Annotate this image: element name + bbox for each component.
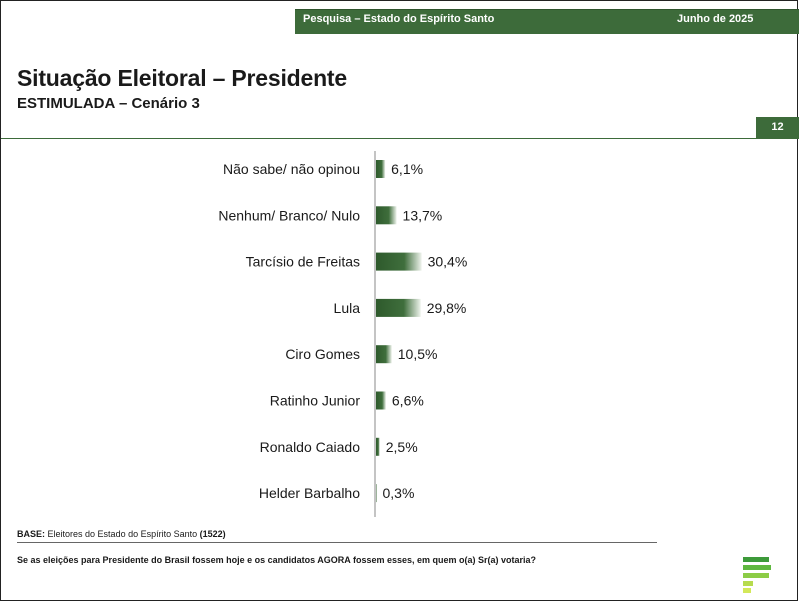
page-subtitle: ESTIMULADA – Cenário 3 — [17, 95, 200, 112]
value-label: 30,4% — [428, 254, 468, 270]
bar — [376, 391, 386, 410]
category-label: Ronaldo Caiado — [260, 439, 361, 455]
category-label: Ciro Gomes — [285, 346, 360, 362]
bar — [376, 298, 421, 317]
base-note: BASE: Eleitores do Estado do Espírito Sa… — [17, 529, 226, 539]
value-label: 6,6% — [392, 393, 424, 409]
value-label: 0,3% — [383, 485, 415, 501]
bar — [376, 484, 377, 503]
page-number: 12 — [771, 121, 784, 133]
base-label: BASE: — [17, 529, 46, 539]
category-label: Ratinho Junior — [270, 393, 361, 409]
category-label: Não sabe/ não opinou — [223, 161, 360, 177]
bar — [376, 345, 392, 364]
survey-question: Se as eleições para Presidente do Brasil… — [17, 555, 537, 565]
header-bar — [295, 9, 799, 34]
category-label: Lula — [334, 300, 361, 316]
header-date: Junho de 2025 — [677, 13, 754, 25]
category-label: Nenhum/ Branco/ Nulo — [218, 207, 360, 223]
value-label: 2,5% — [386, 439, 418, 455]
category-label: Helder Barbalho — [259, 485, 360, 501]
bar — [376, 252, 422, 271]
header-survey-title: Pesquisa – Estado do Espírito Santo — [303, 13, 495, 25]
bar — [376, 206, 397, 225]
bar — [376, 437, 380, 456]
category-label: Tarcísio de Freitas — [246, 254, 360, 270]
value-label: 29,8% — [427, 300, 467, 316]
value-label: 10,5% — [398, 346, 438, 362]
value-label: 6,1% — [391, 161, 423, 177]
page-number-badge: 12 — [756, 117, 799, 138]
page-title: Situação Eleitoral – Presidente — [17, 65, 347, 91]
footer-divider — [17, 542, 657, 543]
value-label: 13,7% — [403, 207, 443, 223]
bar — [376, 160, 386, 178]
green-stripes-logo-icon — [743, 557, 771, 593]
base-text: Eleitores do Estado do Espírito Santo — [47, 529, 198, 539]
base-count: (1522) — [199, 529, 226, 539]
title-divider — [1, 138, 799, 139]
